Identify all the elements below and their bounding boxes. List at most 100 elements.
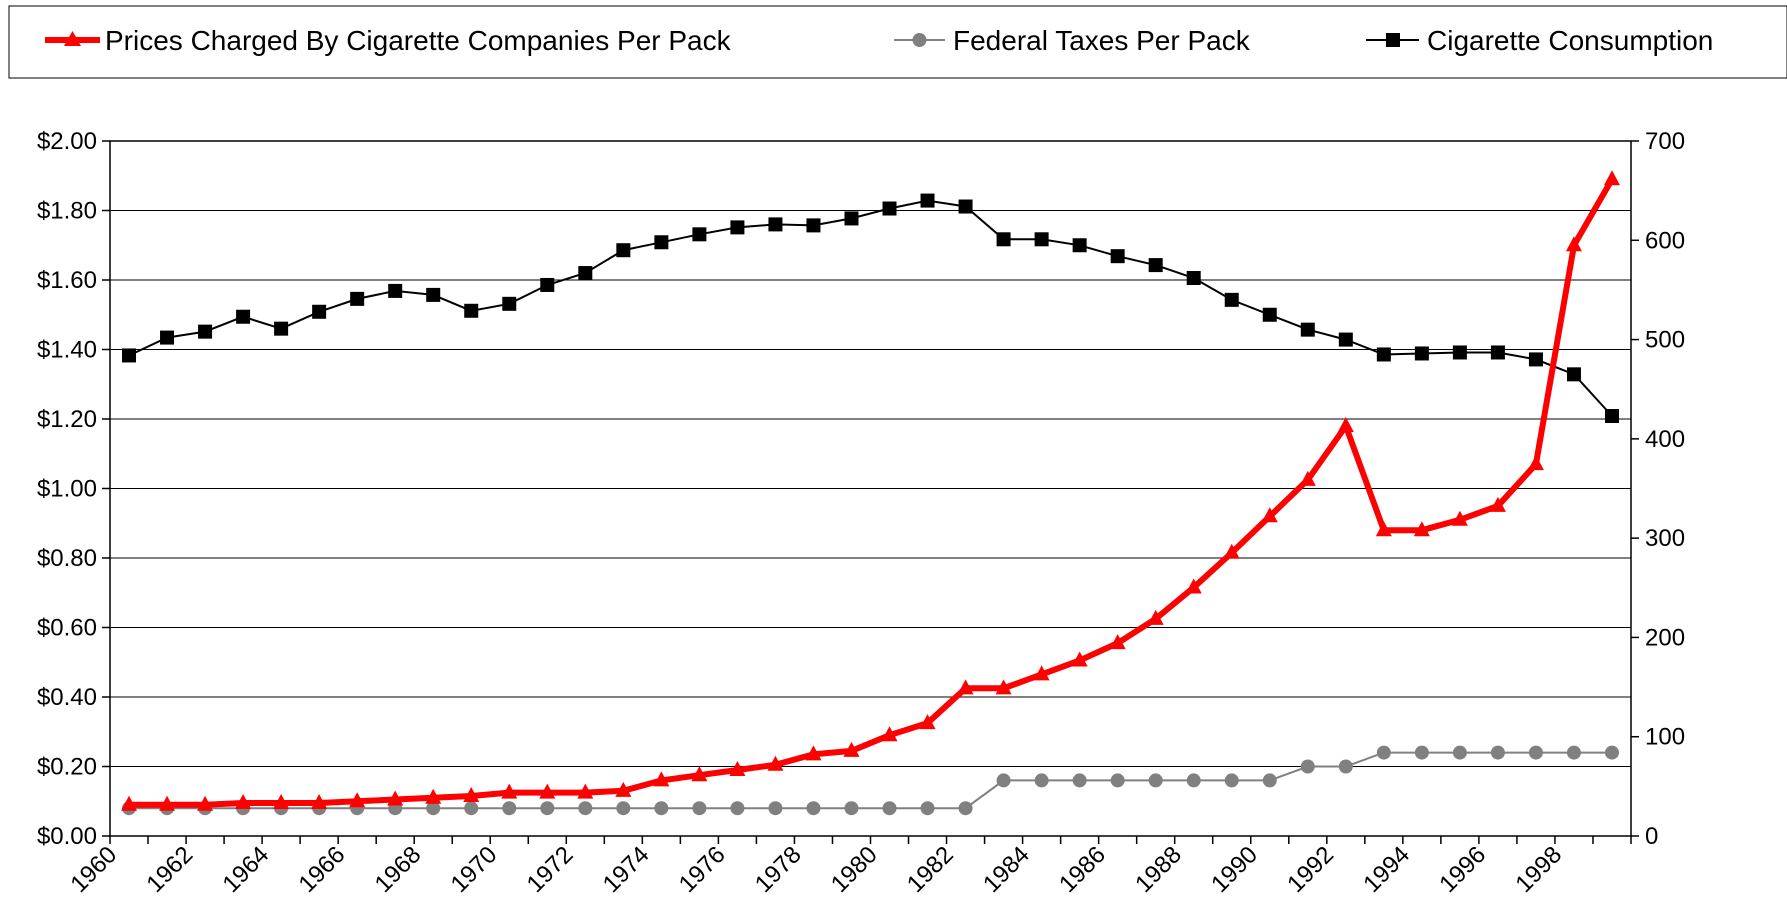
data-point-consumption (920, 193, 935, 208)
series-line-triangle (129, 177, 1615, 808)
data-point-federal-taxes (730, 801, 745, 816)
data-point-prices (1451, 510, 1468, 526)
data-point-prices (1375, 521, 1392, 537)
data-point-prices (957, 679, 974, 695)
x-axis-tick-label: 1978 (750, 841, 807, 898)
left-axis-tick-label: $1.40 (37, 337, 97, 364)
legend-swatch-prices-triangle-icon (64, 31, 81, 46)
x-axis-tick-label: 1982 (902, 841, 959, 898)
data-point-consumption (1072, 238, 1087, 253)
legend-label-consumption: Cigarette Consumption (1427, 25, 1713, 56)
data-point-federal-taxes (1490, 745, 1505, 760)
right-axis: 0 100 200 300 400 500 600 700 (1631, 128, 1685, 850)
x-axis-tick-label: 1990 (1206, 841, 1263, 898)
data-point-consumption (350, 291, 365, 306)
data-point-consumption (540, 277, 555, 292)
data-point-federal-taxes (1528, 745, 1543, 760)
data-point-consumption (806, 218, 821, 233)
data-point-prices (843, 741, 860, 757)
data-point-federal-taxes (1376, 745, 1391, 760)
right-axis-tick-label: 100 (1645, 724, 1685, 751)
data-point-prices (729, 760, 746, 776)
legend-item-prices: Prices Charged By Cigarette Companies Pe… (45, 25, 732, 56)
data-point-consumption (312, 304, 327, 319)
data-point-prices (1413, 521, 1430, 537)
series-line-circle (129, 751, 1612, 810)
data-point-prices (1489, 496, 1506, 512)
x-axis-tick-label: 1980 (826, 841, 883, 898)
data-point-consumption (1148, 258, 1163, 273)
data-point-federal-taxes (464, 801, 479, 816)
gridlines (110, 210, 1631, 767)
x-axis-tick-label: 1996 (1434, 841, 1491, 898)
legend-item-federal-taxes: Federal Taxes Per Pack (894, 25, 1251, 56)
data-point-federal-taxes (1338, 759, 1353, 774)
x-axis-tick-label: 1988 (1130, 841, 1187, 898)
data-point-consumption (388, 283, 403, 298)
data-point-federal-taxes (1148, 773, 1163, 788)
data-point-prices (235, 793, 252, 809)
data-point-consumption (1490, 345, 1505, 360)
data-point-prices (197, 795, 214, 811)
series-layer (121, 170, 1620, 816)
data-point-federal-taxes (1224, 773, 1239, 788)
data-point-prices (1565, 236, 1582, 252)
data-point-prices (121, 795, 138, 811)
x-axis-tick-label: 1974 (598, 841, 655, 898)
data-point-federal-taxes (920, 801, 935, 816)
right-axis-tick-label: 700 (1645, 128, 1685, 155)
data-point-prices (501, 783, 518, 799)
left-axis-tick-label: $1.00 (37, 476, 97, 503)
x-axis-tick-label: 1976 (674, 841, 731, 898)
data-point-federal-taxes (1452, 745, 1467, 760)
data-point-prices (425, 788, 442, 804)
data-point-prices (615, 781, 632, 797)
data-point-prices (1223, 543, 1240, 559)
data-point-federal-taxes (616, 801, 631, 816)
data-point-federal-taxes (996, 773, 1011, 788)
left-axis: $0.00 $0.20 $0.40 $0.60 $0.80 $1.00 $1.20 $1.40… (37, 128, 110, 850)
data-point-federal-taxes (1566, 745, 1581, 760)
data-point-prices (1185, 578, 1202, 594)
data-point-consumption (160, 330, 175, 345)
data-point-consumption (426, 287, 441, 302)
data-point-consumption (958, 199, 973, 214)
data-point-consumption (692, 227, 707, 242)
left-axis-tick-label: $1.20 (37, 406, 97, 433)
data-point-consumption (198, 324, 213, 339)
data-point-federal-taxes (426, 801, 441, 816)
data-point-prices (919, 714, 936, 730)
data-point-prices (1527, 455, 1544, 471)
data-point-federal-taxes (1262, 773, 1277, 788)
data-point-consumption (882, 201, 897, 216)
data-point-consumption (654, 235, 669, 250)
data-point-federal-taxes (806, 801, 821, 816)
data-point-prices (1603, 170, 1620, 186)
right-axis-tick-label: 300 (1645, 525, 1685, 552)
data-point-consumption (1528, 352, 1543, 367)
x-axis-tick-label: 1966 (294, 841, 351, 898)
left-axis-tick-label: $2.00 (37, 128, 97, 155)
data-point-consumption (1376, 347, 1391, 362)
data-point-prices (349, 792, 366, 808)
legend-item-consumption: Cigarette Consumption (1366, 25, 1713, 56)
x-axis-tick-label: 1972 (522, 841, 579, 898)
left-axis-tick-label: $0.60 (37, 615, 97, 642)
data-point-consumption (1338, 332, 1353, 347)
data-point-federal-taxes (1034, 773, 1049, 788)
data-point-federal-taxes (540, 801, 555, 816)
data-point-consumption (1224, 292, 1239, 307)
data-point-prices (805, 745, 822, 761)
data-point-consumption (1262, 307, 1277, 322)
data-point-consumption (122, 348, 137, 363)
data-point-federal-taxes (654, 801, 669, 816)
data-point-prices (1071, 651, 1088, 667)
legend-label-prices: Prices Charged By Cigarette Companies Pe… (105, 25, 732, 56)
data-point-prices (1033, 665, 1050, 681)
data-point-federal-taxes (768, 801, 783, 816)
left-axis-tick-label: $0.80 (37, 545, 97, 572)
data-point-consumption (236, 309, 251, 324)
data-point-consumption (1566, 367, 1581, 382)
data-point-consumption (996, 232, 1011, 247)
